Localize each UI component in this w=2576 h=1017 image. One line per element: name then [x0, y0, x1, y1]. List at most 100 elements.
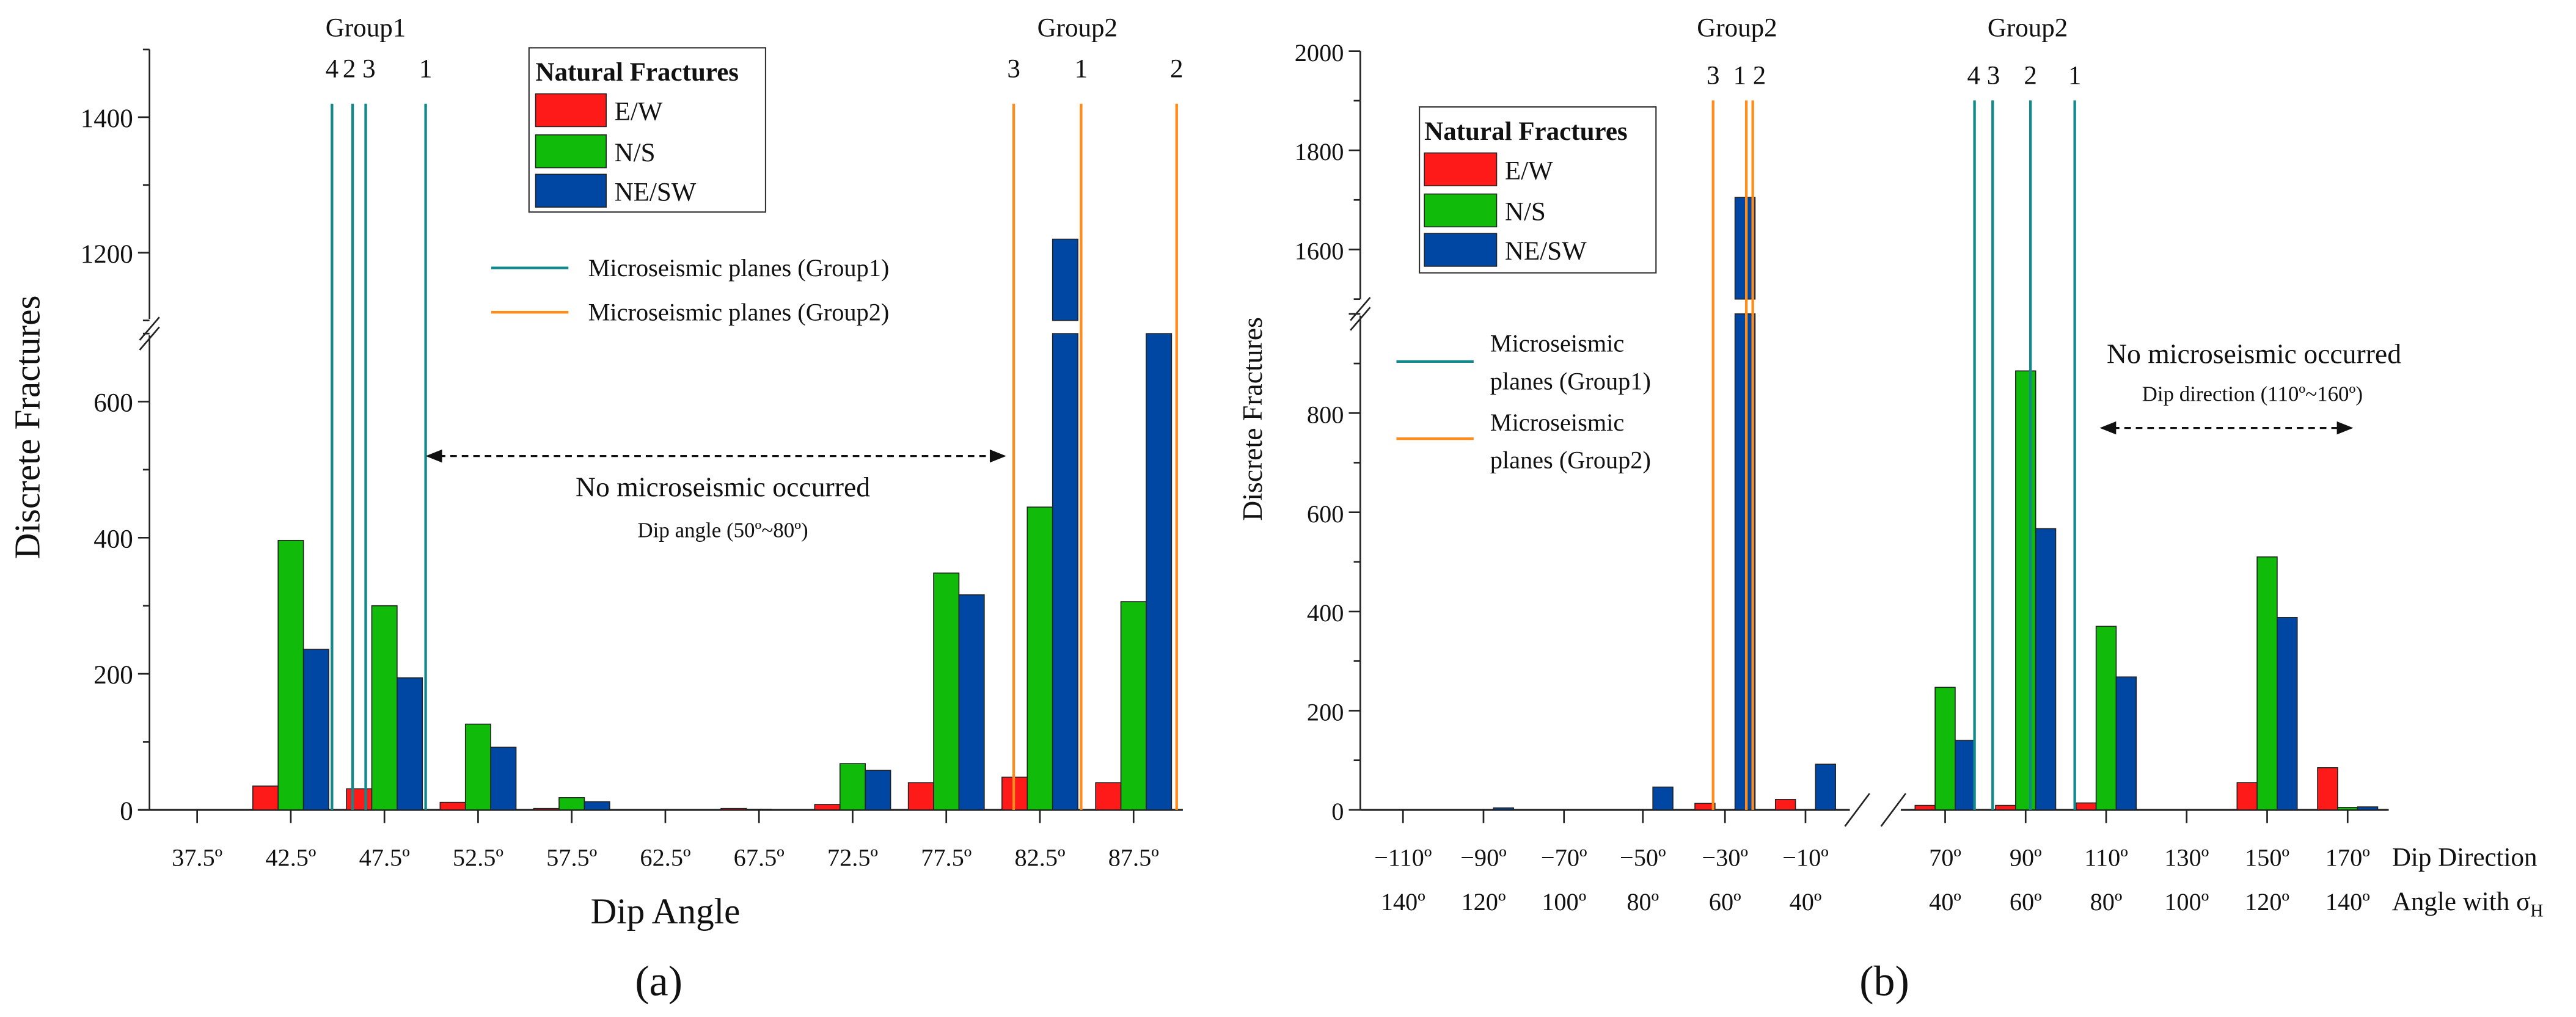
line-legend-group1-l2: planes (Group1): [1490, 368, 1651, 395]
x-tick-label: −110º: [1374, 844, 1432, 871]
x-tick-label-angle: 80º: [1626, 888, 1659, 916]
bar-nesw: [2277, 617, 2298, 811]
bar-ew: [533, 807, 560, 811]
x-tick-label: 70º: [1929, 844, 1961, 871]
legend-label-ns: N/S: [615, 139, 656, 167]
plane-number-label: 3: [362, 55, 376, 84]
bar-nesw-upper: [1052, 238, 1078, 321]
chart-a-ylabel: Discrete Fractures: [7, 295, 48, 559]
bar-ew: [439, 801, 466, 811]
bar-ns: [933, 572, 960, 811]
legend-label-nesw: NE/SW: [615, 178, 697, 206]
line-legend-group1-l1: Microseismic: [1490, 330, 1625, 357]
bar-ns: [371, 605, 398, 811]
bar-ns: [1120, 601, 1147, 811]
chart-b-xlabel: Dip Direction: [2392, 843, 2538, 872]
bar-ew: [1694, 803, 1716, 811]
x-tick-label: 67.5º: [734, 844, 785, 871]
x-tick-label: 90º: [2010, 844, 2042, 871]
bar-ns: [464, 723, 491, 811]
bar-ns: [2256, 556, 2278, 811]
chart-b-panel-label: (b): [1859, 958, 1909, 1005]
chart-a-xlabel: Dip Angle: [591, 891, 741, 931]
bar-ns: [277, 539, 304, 811]
annotation-text: No microseismic occurred: [2107, 338, 2401, 370]
bar-ew: [346, 788, 373, 811]
bar-ew: [907, 782, 934, 811]
y-break-mark: [139, 316, 160, 341]
plane-number-label: 1: [419, 55, 433, 84]
chart-a-panel-label: (a): [635, 958, 682, 1005]
legend-label-ns: N/S: [1505, 198, 1546, 227]
plane-number-label: 2: [2024, 61, 2037, 90]
plane-number-label: 3: [1007, 55, 1020, 84]
bar-ew: [814, 804, 841, 811]
chart-b-legend: Natural Fractures E/W N/S NE/SW: [1419, 106, 1657, 274]
x-tick-label-angle: 60º: [1709, 888, 1741, 916]
x-tick-label: 82.5º: [1014, 844, 1065, 871]
bar-ns: [558, 797, 585, 811]
x-tick-label: −90º: [1460, 844, 1507, 871]
plane-number-label: 4: [326, 55, 339, 84]
x-tick-label: −30º: [1702, 844, 1748, 871]
bar-ns: [745, 808, 772, 811]
bar-ns: [2015, 370, 2036, 811]
group-label: Group2: [1988, 13, 2068, 42]
chart-b: Discrete Fractures Dip Direction Angle w…: [1237, 13, 2544, 1005]
x-tick-label: 87.5º: [1108, 844, 1159, 871]
y-tick-label: 600: [93, 389, 133, 418]
plane-number-label: 2: [1170, 55, 1184, 84]
plane-number-label: 2: [1753, 61, 1766, 90]
y-tick-label: 0: [120, 797, 133, 826]
bar-ew: [1774, 799, 1796, 811]
arrow-head-left-icon: [425, 449, 442, 463]
bar-nesw: [302, 649, 329, 811]
x-tick-label-angle: 80º: [2090, 888, 2123, 916]
annotation-subtext: Dip angle (50º~80º): [637, 519, 808, 542]
group-label: Group1: [326, 13, 406, 42]
y-tick-label: 1200: [81, 240, 133, 269]
plane-number-label: 1: [1733, 61, 1747, 90]
y-break-mark: [1350, 307, 1371, 331]
x-tick-label-angle: 140º: [2325, 888, 2370, 916]
bar-ew: [252, 786, 279, 811]
x-tick-label: −50º: [1620, 844, 1666, 871]
legend-swatch-ew: [1424, 152, 1498, 186]
y-tick-label: 400: [1307, 599, 1344, 627]
plane-number-label: 2: [343, 55, 356, 84]
x-tick-label-angle: 120º: [1461, 888, 1506, 916]
plane-number-label: 3: [1987, 61, 2000, 90]
x-tick-label: 150º: [2245, 844, 2289, 871]
chart-a: Discrete Fractures Dip Angle (a) Natural…: [7, 13, 1184, 1005]
x-tick-label: 62.5º: [640, 844, 690, 871]
x-tick-label: 72.5º: [827, 844, 878, 871]
bar-ns: [1026, 506, 1053, 811]
x-break-mark: [1844, 793, 1870, 827]
y-tick-label: 200: [93, 661, 133, 690]
arrow-head-right-icon: [989, 449, 1006, 463]
legend-swatch-nesw: [1424, 233, 1498, 267]
y-tick-label: 1400: [81, 104, 133, 133]
legend-label-ew: E/W: [1505, 156, 1553, 185]
x-tick-label: 77.5º: [921, 844, 971, 871]
legend-swatch-ns: [535, 134, 607, 169]
y-break-mark: [1350, 297, 1371, 321]
bar-ns: [839, 763, 866, 811]
y-tick-label: 1600: [1295, 238, 1344, 265]
chart-b-ylabel: Discrete Fractures: [1237, 317, 1268, 521]
legend-label-ew: E/W: [615, 98, 663, 126]
axes: 0200400600800160018002000−110º140º−90º12…: [1295, 39, 2389, 916]
bar-nesw: [2115, 676, 2137, 811]
x-tick-label: 52.5º: [453, 844, 503, 871]
x-tick-label-angle: 120º: [2245, 888, 2289, 916]
x-tick-label: −70º: [1541, 844, 1587, 871]
x-tick-label-angle: 60º: [2010, 888, 2042, 916]
y-tick-label: 200: [1307, 699, 1344, 726]
x-tick-label-angle: 40º: [1929, 888, 1961, 916]
bar-ew: [1995, 804, 2016, 811]
line-legend-group2-l1: Microseismic: [1490, 409, 1625, 436]
bar-ns: [2337, 807, 2358, 811]
y-tick-label: 1800: [1295, 138, 1344, 166]
bar-nesw: [397, 677, 423, 811]
line-legend-group2-l2: planes (Group2): [1490, 447, 1651, 474]
